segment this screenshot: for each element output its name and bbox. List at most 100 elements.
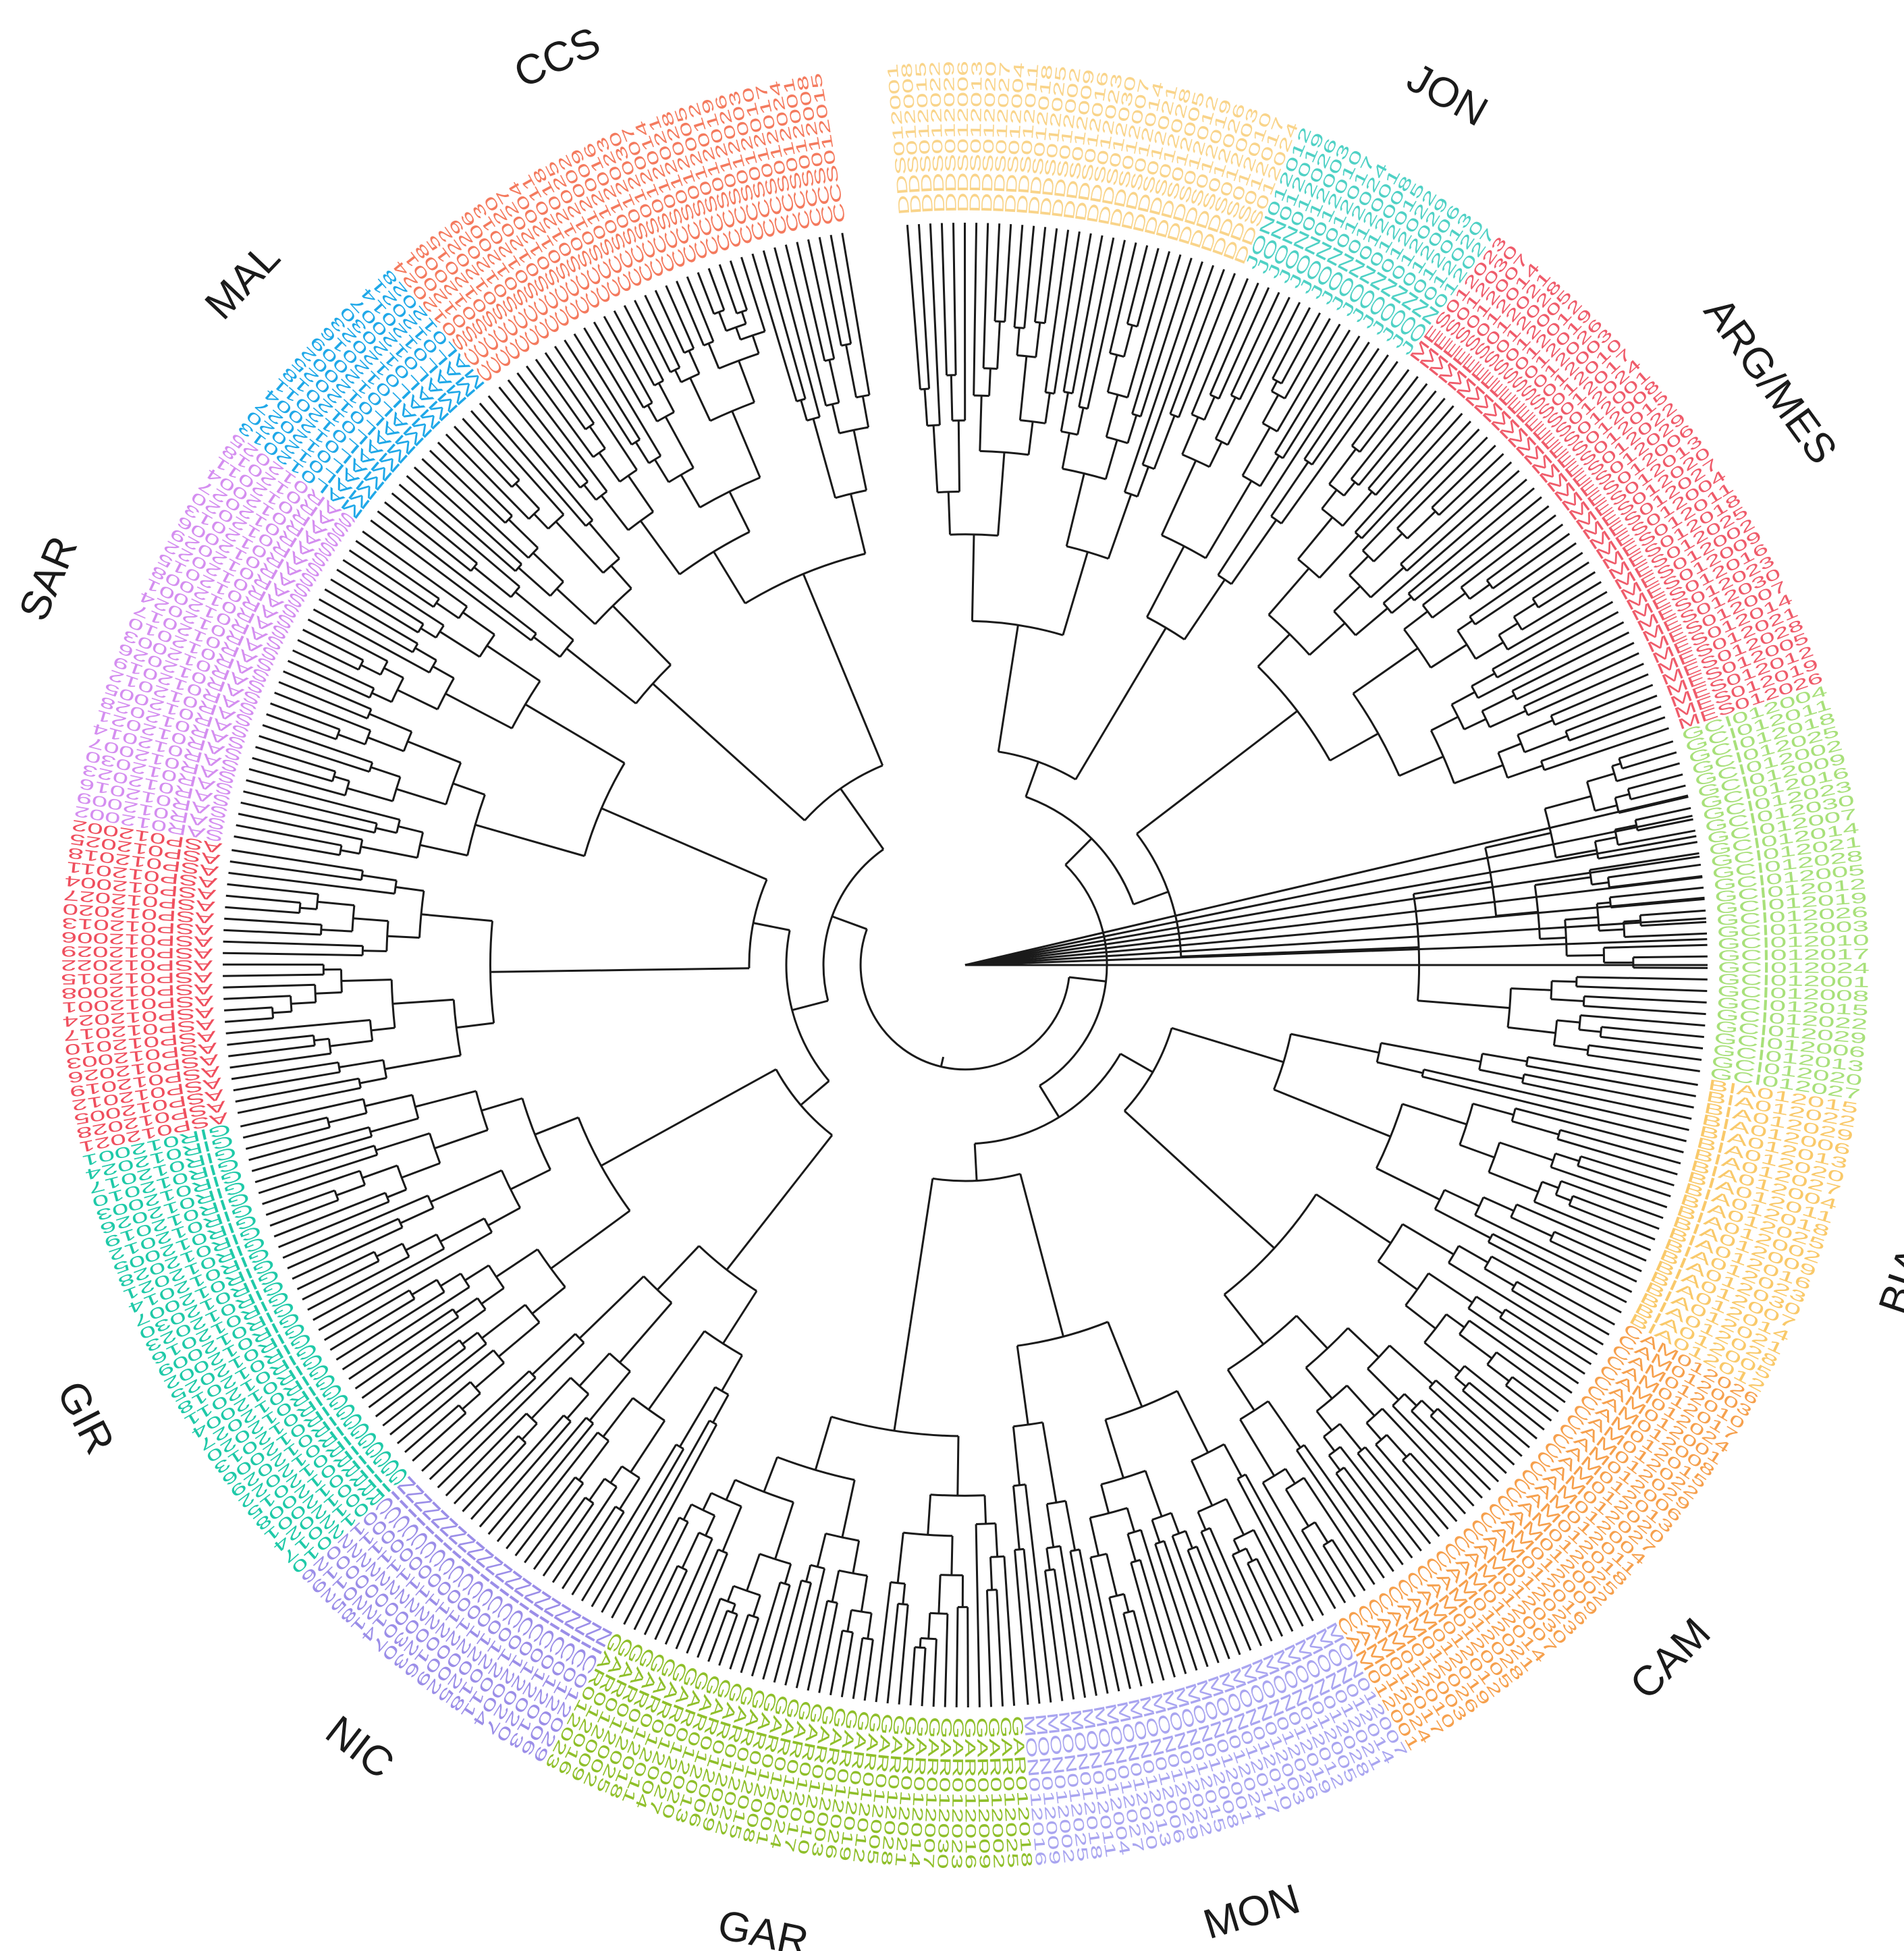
- branch: [1398, 755, 1444, 777]
- branch: [387, 1188, 407, 1199]
- branch: [577, 1117, 631, 1211]
- branch: [851, 692, 884, 766]
- branch: [525, 365, 595, 458]
- branch: [1564, 919, 1568, 956]
- branch: [601, 807, 646, 829]
- branch: [1197, 1497, 1227, 1513]
- branch: [507, 379, 589, 483]
- branch: [1039, 864, 1108, 1087]
- tip-label: GAR012030: [934, 1717, 955, 1869]
- branch: [273, 1192, 386, 1238]
- branch: [601, 1420, 711, 1613]
- branch: [633, 1521, 689, 1630]
- branch: [270, 702, 340, 731]
- branch: [1448, 1262, 1598, 1356]
- branch: [801, 1579, 811, 1584]
- branch: [1069, 1551, 1097, 1696]
- branch: [680, 474, 701, 508]
- branch: [1089, 1517, 1100, 1556]
- branch: [1376, 1061, 1423, 1074]
- branch: [1328, 448, 1357, 485]
- branch: [487, 1207, 521, 1227]
- branch: [348, 549, 435, 608]
- branch: [1191, 1460, 1214, 1506]
- branch: [225, 1019, 371, 1035]
- branch: [1104, 439, 1118, 480]
- branch: [1499, 1309, 1506, 1319]
- branch: [1486, 523, 1564, 582]
- clade-label-gir: GIR: [48, 1374, 124, 1462]
- branch: [627, 475, 655, 513]
- branch: [390, 677, 405, 703]
- tip-label: ASP012015: [61, 969, 213, 988]
- branch: [531, 1377, 572, 1419]
- branch: [411, 1095, 420, 1119]
- branch: [1585, 781, 1596, 811]
- branch: [1411, 1410, 1492, 1491]
- branch: [282, 1194, 429, 1259]
- branch: [1314, 1521, 1329, 1543]
- branch: [1071, 235, 1104, 394]
- branch: [533, 1497, 587, 1570]
- branch: [223, 973, 324, 977]
- clade-label-ccs: CCS: [508, 18, 607, 97]
- branch: [1436, 1408, 1507, 1475]
- branch: [1641, 920, 1707, 927]
- branch: [235, 1077, 359, 1103]
- ring-segment-cam: CAM012026CAM012003CAM012010CAM012017CAM0…: [1333, 1320, 1762, 1753]
- branch: [1423, 1313, 1448, 1344]
- branch: [1472, 1102, 1515, 1116]
- branch: [342, 559, 445, 627]
- branch: [726, 323, 746, 332]
- branch: [1423, 1068, 1689, 1131]
- branch: [1239, 1419, 1276, 1477]
- branch: [1321, 489, 1338, 510]
- branch: [1474, 551, 1583, 626]
- branch: [1552, 1020, 1558, 1046]
- tip-label: GCI012001: [1718, 970, 1870, 991]
- branch: [229, 1052, 331, 1069]
- branch: [269, 1199, 339, 1227]
- clade-label-arg_mes: ARG/MES: [1695, 289, 1846, 472]
- branch: [370, 1117, 419, 1133]
- branch: [1523, 706, 1529, 716]
- branch: [1430, 730, 1455, 784]
- branch: [583, 327, 662, 457]
- branch: [421, 458, 529, 559]
- branch: [1044, 229, 1070, 393]
- branch: [997, 692, 1009, 752]
- branch: [1061, 433, 1070, 469]
- branch: [1544, 808, 1557, 858]
- branch: [1341, 946, 1419, 952]
- branch: [1226, 302, 1301, 445]
- branch: [375, 827, 398, 834]
- tip-label: DDS012013: [967, 61, 985, 213]
- branch: [585, 1417, 594, 1425]
- branch: [1624, 932, 1708, 938]
- branch: [1089, 1557, 1120, 1692]
- branch: [890, 1581, 905, 1585]
- branch: [462, 1392, 481, 1410]
- branch: [975, 1053, 1122, 1145]
- branch: [610, 565, 632, 589]
- branch: [1367, 1368, 1400, 1401]
- branch: [1357, 1452, 1432, 1545]
- branch: [1335, 1473, 1404, 1566]
- branch: [1126, 414, 1138, 444]
- branch: [1554, 1180, 1562, 1196]
- branch: [1019, 1174, 1052, 1288]
- branch: [224, 917, 322, 926]
- branch: [643, 1565, 679, 1635]
- branch: [518, 566, 551, 597]
- branch: [656, 411, 675, 422]
- branch: [1261, 1482, 1336, 1610]
- branch: [645, 826, 767, 881]
- branch: [774, 1502, 794, 1560]
- branch: [927, 1494, 932, 1535]
- branch: [1180, 949, 1342, 958]
- branch: [1187, 1549, 1230, 1659]
- branch: [644, 294, 681, 368]
- branch: [802, 573, 854, 693]
- branch: [1554, 1044, 1589, 1051]
- branch: [795, 1568, 826, 1688]
